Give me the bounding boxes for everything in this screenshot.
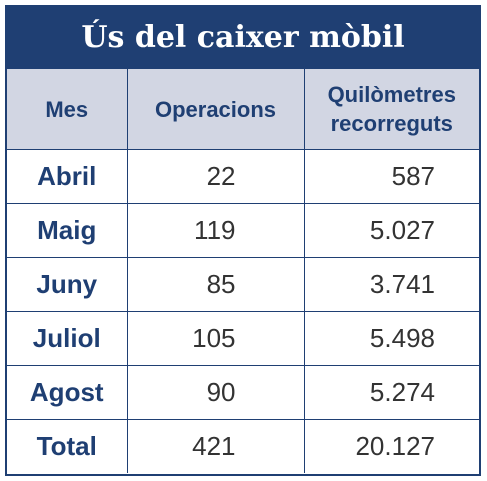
total-operations-cell: 421 [127,420,304,474]
km-cell: 5.498 [304,312,479,366]
km-cell: 3.741 [304,258,479,312]
operations-cell: 85 [127,258,304,312]
table-frame: Ús del caixer mòbil Mes Operacions Quilò… [5,5,481,476]
column-header-km: Quilòmetres recorreguts [304,69,479,150]
month-cell: Agost [7,366,127,420]
km-cell: 5.274 [304,366,479,420]
column-header-month: Mes [7,69,127,150]
km-cell: 587 [304,150,479,204]
header-row: Mes Operacions Quilòmetres recorreguts [7,69,479,150]
km-cell: 5.027 [304,204,479,258]
total-label-cell: Total [7,420,127,474]
table-row: Juliol 105 5.498 [7,312,479,366]
table-row: Agost 90 5.274 [7,366,479,420]
table-row: Juny 85 3.741 [7,258,479,312]
table-title: Ús del caixer mòbil [7,7,479,69]
operations-cell: 22 [127,150,304,204]
table-row: Maig 119 5.027 [7,204,479,258]
month-cell: Juny [7,258,127,312]
table-row: Abril 22 587 [7,150,479,204]
total-row: Total 421 20.127 [7,420,479,474]
operations-cell: 105 [127,312,304,366]
column-header-operations: Operacions [127,69,304,150]
operations-cell: 90 [127,366,304,420]
month-cell: Abril [7,150,127,204]
total-km-cell: 20.127 [304,420,479,474]
month-cell: Maig [7,204,127,258]
operations-cell: 119 [127,204,304,258]
data-table: Mes Operacions Quilòmetres recorreguts A… [7,69,479,473]
month-cell: Juliol [7,312,127,366]
